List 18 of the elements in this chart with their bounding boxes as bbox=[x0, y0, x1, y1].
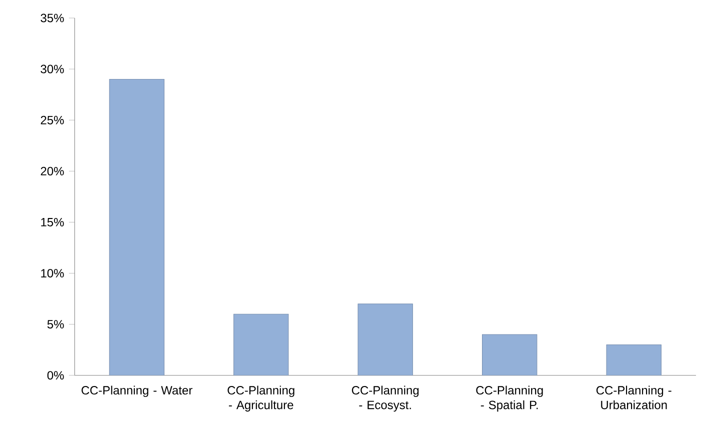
bar bbox=[358, 304, 413, 376]
x-tick-label: CC-Planning - Water bbox=[82, 386, 192, 397]
y-tick-label: 0% bbox=[47, 371, 64, 380]
bar bbox=[482, 334, 538, 376]
y-tick-label: 15% bbox=[41, 218, 64, 226]
y-tick-label: 20% bbox=[40, 166, 64, 176]
y-tick-label: 5% bbox=[47, 320, 64, 329]
bar bbox=[109, 78, 164, 376]
y-tick-label: 30% bbox=[40, 64, 64, 74]
x-tick-label: CC-Planning - Ecosyst. bbox=[352, 386, 419, 412]
bar bbox=[233, 314, 289, 376]
y-tick-label: 35% bbox=[40, 14, 64, 22]
x-tick-label: CC-Planning - Spatial P. bbox=[476, 386, 543, 412]
y-tick-label: 10% bbox=[41, 268, 64, 278]
y-tick-label: 25% bbox=[40, 116, 64, 124]
x-tick-label: CC-Planning - Agriculture bbox=[228, 386, 294, 412]
bar bbox=[606, 344, 662, 376]
x-tick-label: CC-Planning - Urbanization bbox=[596, 386, 672, 410]
